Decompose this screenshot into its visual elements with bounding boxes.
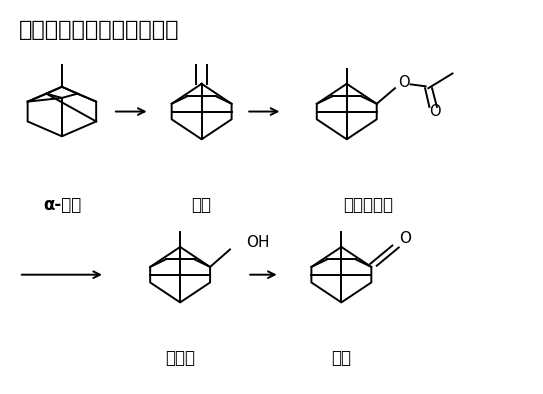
Text: OH: OH: [246, 235, 270, 250]
Text: α-蒎烯: α-蒎烯: [43, 196, 81, 214]
Text: 人工合成樟脑化学反应路线: 人工合成樟脑化学反应路线: [19, 20, 179, 40]
Text: 莰烯: 莰烯: [192, 196, 212, 214]
Text: 异龙脑: 异龙脑: [165, 349, 195, 367]
Text: 樟脑: 樟脑: [331, 349, 351, 367]
Text: O: O: [429, 104, 440, 119]
Text: O: O: [398, 75, 409, 90]
Text: O: O: [399, 231, 411, 247]
Text: 乙酸龙脑酯: 乙酸龙脑酯: [343, 196, 393, 214]
